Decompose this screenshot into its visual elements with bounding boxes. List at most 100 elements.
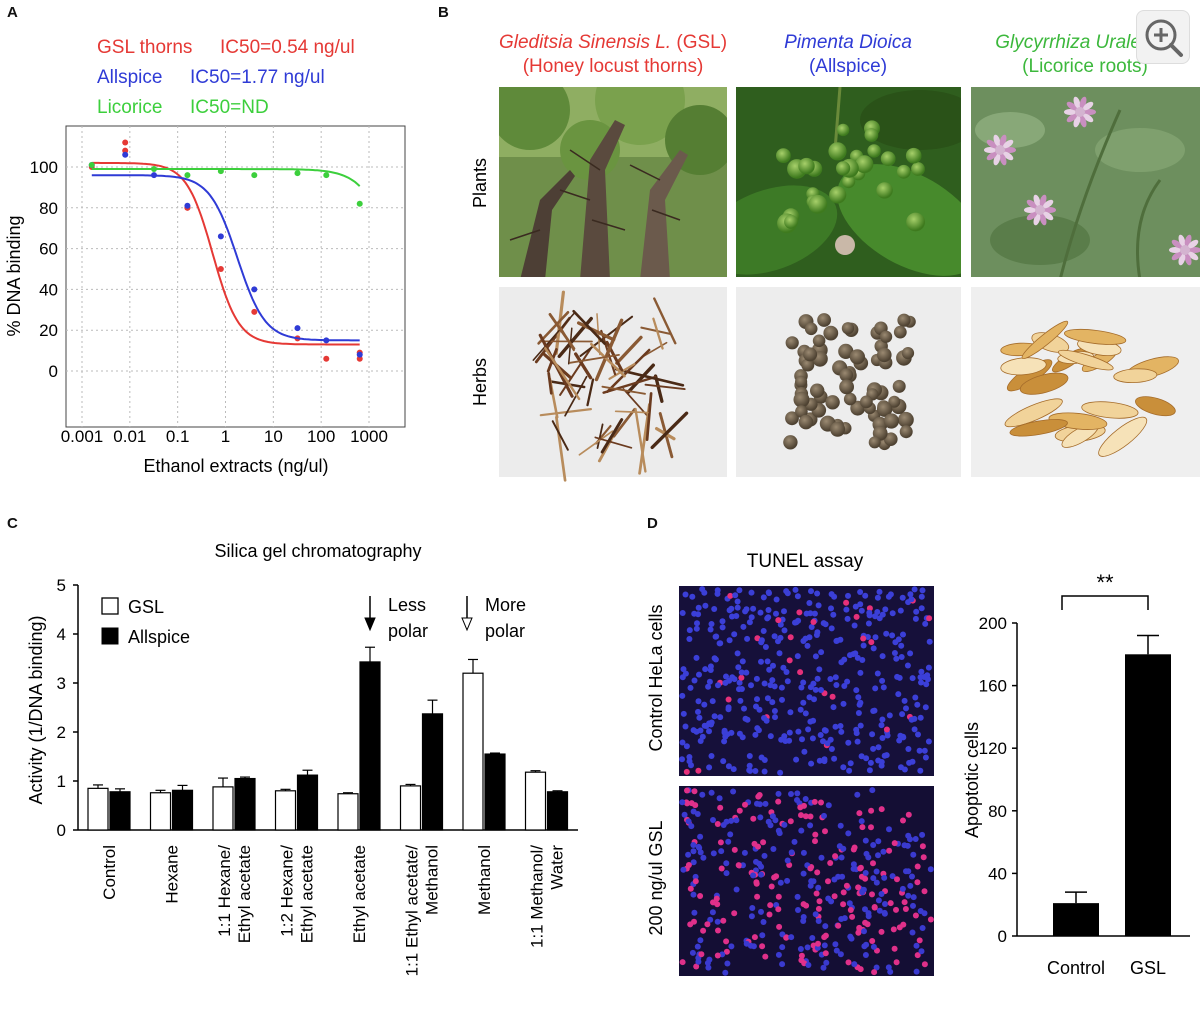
y-tick-label: 100 [30,158,58,177]
allspice-seed [838,343,854,359]
nucleus [876,907,883,914]
species-gsl-name: Gleditsia Sinensis L. (GSL) [499,32,727,53]
nucleus [828,605,834,612]
bar-allspice [359,661,381,831]
licorice-petal [984,147,996,153]
nucleus [870,645,877,652]
nucleus [909,675,916,682]
allspice-seed [793,391,810,408]
nucleus [721,738,728,745]
nucleus [693,654,700,661]
licorice-root-slice [1064,328,1127,345]
nucleus [914,701,921,708]
allspice-seed [879,330,893,343]
nucleus [808,878,815,885]
nucleus [734,598,741,605]
nucleus [742,801,748,808]
c-y-tick-label: 0 [57,821,66,840]
nucleus [896,674,903,681]
nucleus [754,635,761,642]
nucleus [917,767,924,774]
nucleus [811,696,817,703]
legend-label-allspice: Allspice [128,627,190,647]
licorice-petal [999,153,1007,166]
licorice-petal [1064,109,1076,115]
nucleus [778,684,785,691]
nucleus [693,625,700,632]
category-label: Ethyl acetate [235,845,254,943]
data-point-2 [356,200,363,207]
nucleus [886,847,893,854]
nucleus [837,723,844,729]
licorice-petal [1004,147,1016,153]
nucleus [831,593,838,600]
nucleus [847,760,854,767]
nucleus [896,924,903,931]
nucleus [777,634,784,641]
nucleus [690,842,697,848]
data-point-1 [323,337,330,344]
licorice-petal [986,139,998,149]
nucleus [921,747,928,754]
nucleus [762,800,769,807]
nucleus [863,941,870,948]
nucleus [841,683,848,689]
nucleus [832,674,839,681]
allspice-seed [785,336,799,350]
nucleus [887,900,894,907]
nucleus [766,666,773,673]
nucleus [734,604,741,611]
nucleus [874,594,881,601]
nucleus [855,884,862,891]
nucleus [800,679,807,686]
licorice-petal [1026,211,1038,221]
nucleus [760,919,767,925]
nucleus [788,934,795,941]
allspice-seed [888,395,901,408]
zoom-in-button[interactable] [1136,10,1190,64]
nucleus [857,699,864,706]
nucleus [844,615,851,622]
nucleus [800,901,807,908]
nucleus [895,691,902,698]
nucleus [761,757,768,763]
nucleus [788,849,795,856]
nucleus [916,747,923,754]
nucleus [709,909,716,916]
d-y-tick-label: 200 [979,614,1007,633]
nucleus [905,746,912,752]
nucleus [770,846,777,852]
thorn [547,371,553,395]
nucleus [787,634,794,641]
c-y-tick-label: 3 [57,674,66,693]
nucleus [779,961,786,968]
nucleus [783,669,790,675]
nucleus [818,687,824,693]
data-point-2 [294,170,301,177]
nucleus [846,767,853,774]
c-y-tick-label: 5 [57,576,66,595]
nucleus [870,745,877,752]
nucleus [764,695,771,702]
nucleus [706,764,713,771]
nucleus [858,818,865,825]
nucleus [821,812,827,819]
nucleus [875,744,882,751]
nucleus [735,862,742,869]
nucleus [755,793,762,800]
nucleus [809,935,816,941]
nucleus [711,606,718,612]
nucleus [704,921,711,928]
nucleus [889,873,896,880]
bar-allspice [234,777,256,831]
nucleus [816,666,823,673]
nucleus [792,586,799,593]
nucleus [762,644,769,650]
bar-allspice [109,791,131,831]
nucleus [843,882,850,889]
zoom-in-icon [1145,19,1183,57]
category-label: Methanol [475,845,494,915]
nucleus [798,952,805,959]
nucleus [901,697,908,704]
y-tick-label: 20 [39,321,58,340]
